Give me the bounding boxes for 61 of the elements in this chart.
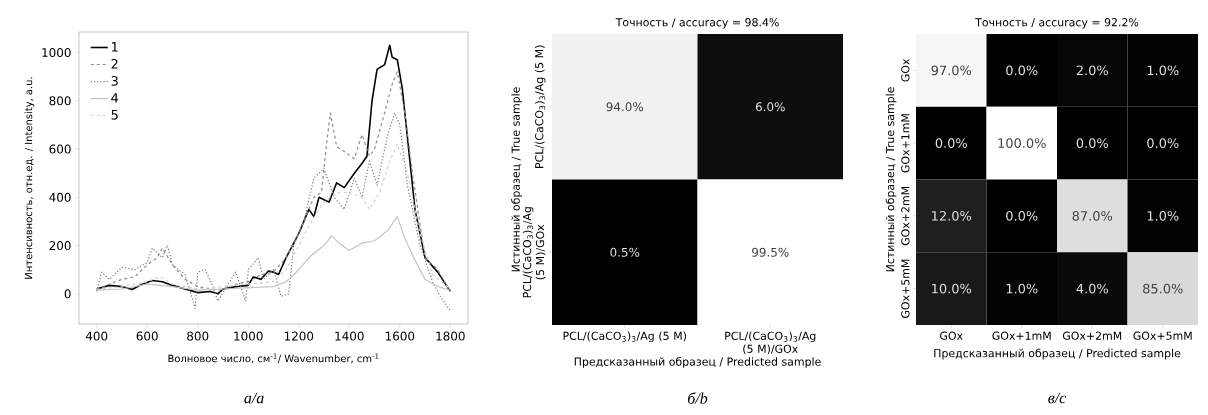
x-tick-label: GOx+2mM (1062, 331, 1122, 340)
x-tick-label: 600 (136, 331, 158, 341)
data-label: 6.0% (755, 102, 785, 112)
line-series (96, 143, 451, 290)
x-tick-label: 800 (187, 331, 209, 341)
x-axis-title: Волновое число, см$^{-1}$/ Wavenumber, cm$^{-1}$ (168, 353, 379, 364)
data-label: 0.0% (1006, 65, 1038, 76)
legend-label: 2 (111, 58, 118, 69)
x-tick-label: 1400 (335, 331, 364, 341)
x-tick-label: 1000 (234, 331, 263, 341)
chart-title: Точность / accuracy = 98.4% (615, 18, 779, 29)
data-label: 1.0% (1147, 210, 1179, 221)
x-tick-label: PCL/(CaCO$_{3}$)$_{3}$/Ag (5 M) (563, 331, 687, 343)
x-tick-label: GOx (940, 331, 963, 340)
y-tick-label: GOx+2mM (901, 187, 910, 246)
y-tick-label: 200 (49, 241, 71, 251)
data-label: 0.0% (1147, 138, 1179, 149)
data-label: 2.0% (1076, 65, 1108, 76)
data-label: 100.0% (998, 138, 1046, 149)
y-axis-title: Интенсивность, отн.ед. / Intensity, a.u. (24, 77, 35, 279)
data-label: 0.0% (935, 138, 967, 149)
legend-label: 5 (111, 110, 118, 120)
y-axis-title: Истинный образец / True sample (511, 87, 522, 272)
text: б/b (688, 392, 708, 404)
x-axis-title: Предсказанный образец / Predicted sample (574, 357, 821, 368)
x-tick-label: 1800 (436, 331, 465, 341)
x-axis-title: Предсказанный образец / Predicted sample (934, 348, 1181, 360)
legend-label: 4 (111, 93, 119, 103)
data-label: 4.0% (1076, 283, 1108, 294)
y-tick-label: GOx+1mM (901, 114, 910, 173)
data-label: 85.0% (1143, 283, 1183, 294)
y-tick-label: 800 (49, 96, 71, 106)
data-label: 87.0% (1072, 210, 1113, 221)
legend-label: 3 (111, 76, 118, 86)
x-tick-label: 400 (85, 331, 108, 341)
data-label: 97.0% (931, 65, 972, 76)
y-tick-label: 1000 (42, 47, 71, 58)
x-tick-label: 1600 (385, 331, 415, 341)
text: в/c (1048, 392, 1067, 404)
y-tick-label: 0 (64, 289, 71, 299)
data-label: 10.0% (932, 283, 972, 294)
data-label: 99.5% (752, 247, 789, 257)
y-axis-title: Истинный образец / True sample (885, 87, 897, 272)
data-label: 0.0% (1076, 138, 1108, 149)
chart-title: Точность / accuracy = 92.2% (975, 18, 1139, 29)
text: a/a (244, 392, 264, 404)
legend-label: 1 (111, 42, 118, 52)
data-label: 1.0% (1147, 65, 1179, 76)
data-label: 0.0% (1006, 210, 1038, 221)
x-tick-label: GOx+1mM (992, 331, 1051, 340)
data-label: 0.5% (610, 247, 640, 257)
data-label: 1.0% (1006, 283, 1038, 294)
y-tick-label: 400 (49, 192, 71, 202)
y-tick-label: GOx (901, 58, 910, 82)
line-series (96, 112, 451, 312)
data-label: 12.0% (932, 210, 972, 221)
x-tick-label: GOx+5mM (1133, 331, 1192, 340)
x-tick-label: PCL/(CaCO$_{3}$)$_{3}$/Ag (5 M)/GOx (725, 331, 816, 355)
y-tick-label: 600 (49, 144, 71, 154)
x-tick-label: 1200 (284, 331, 314, 341)
data-label: 94.0% (606, 102, 644, 112)
